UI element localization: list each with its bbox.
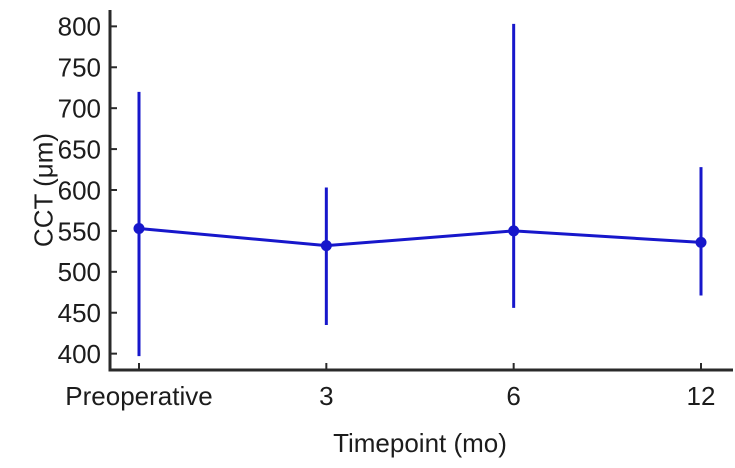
y-tick-label: 750 bbox=[58, 53, 101, 83]
x-tick-label: Preoperative bbox=[65, 381, 212, 411]
data-point-marker bbox=[133, 222, 145, 234]
y-tick-label: 700 bbox=[58, 94, 101, 124]
data-point-marker bbox=[508, 225, 520, 237]
axes-layer: 400 450 500 550 600 650 700 750 800 Preoperative 3… bbox=[58, 10, 733, 411]
series-line bbox=[138, 226, 702, 248]
y-tick-label: 550 bbox=[58, 216, 101, 246]
y-tick-label: 800 bbox=[58, 12, 101, 42]
cct-series bbox=[133, 23, 707, 357]
y-tick-label: 400 bbox=[58, 339, 101, 369]
y-tick-label: 450 bbox=[58, 298, 101, 328]
data-point-marker bbox=[695, 236, 707, 248]
x-tick-label: 3 bbox=[319, 381, 333, 411]
y-axis-title: CCT (μm) bbox=[28, 132, 59, 248]
y-tick-label: 650 bbox=[58, 134, 101, 164]
x-axis-title: Timepoint (mo) bbox=[333, 428, 507, 458]
y-tick-label: 500 bbox=[58, 257, 101, 287]
x-tick-label: 12 bbox=[687, 381, 716, 411]
x-tick-label: 6 bbox=[506, 381, 520, 411]
y-tick-label: 600 bbox=[58, 175, 101, 205]
data-point-marker bbox=[320, 240, 332, 252]
